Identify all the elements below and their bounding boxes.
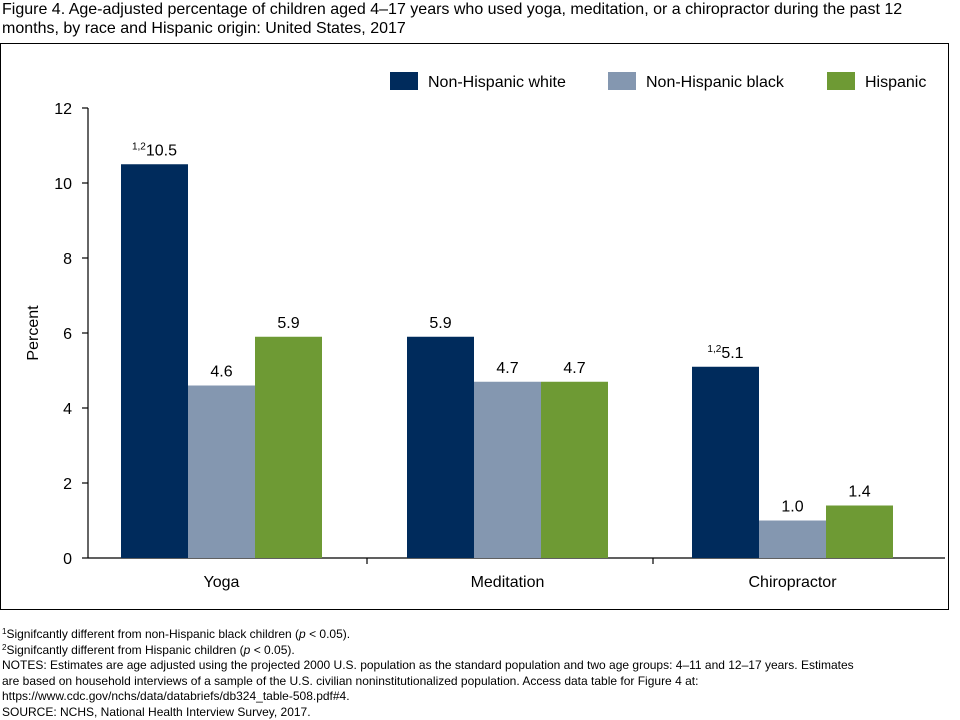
data-label: 4.7	[496, 360, 518, 377]
data-label: 1.0	[781, 499, 803, 516]
notes-line-3: https://www.cdc.gov/nchs/data/databriefs…	[2, 689, 350, 703]
bar	[407, 336, 474, 558]
legend-label: Non-Hispanic white	[428, 74, 566, 91]
data-label: 1,25.1	[707, 344, 743, 362]
data-label: 4.6	[210, 364, 232, 381]
legend-swatch	[827, 72, 855, 90]
data-label: 1.4	[848, 484, 870, 501]
bar	[255, 336, 322, 558]
y-tick-label: 0	[63, 551, 72, 568]
notes-line-1: NOTES: Estimates are age adjusted using …	[2, 658, 854, 672]
footnotes: 1Signifcantly different from non-Hispani…	[2, 627, 952, 720]
y-tick-label: 2	[63, 476, 72, 493]
y-tick-label: 12	[54, 101, 72, 118]
y-tick-label: 10	[54, 176, 72, 193]
footnote-2: 2Signifcantly different from Hispanic ch…	[2, 642, 295, 657]
legend-label: Hispanic	[865, 74, 926, 91]
chart-title: Figure 4. Age-adjusted percentage of chi…	[2, 1, 903, 37]
notes-line-2: are based on household interviews of a s…	[2, 673, 699, 688]
bar	[692, 366, 759, 558]
legend-swatch	[608, 72, 636, 90]
source-note: SOURCE: NCHS, National Health Interview …	[2, 704, 311, 719]
x-tick-label: Meditation	[471, 574, 545, 591]
y-tick-label: 6	[63, 326, 72, 343]
y-tick-label: 4	[63, 401, 72, 418]
bar	[188, 385, 255, 558]
legend-swatch	[390, 72, 418, 90]
data-label: 5.9	[277, 315, 299, 332]
x-tick-label: Chiropractor	[748, 574, 837, 591]
y-axis-title: Percent	[25, 305, 42, 361]
bar	[474, 381, 541, 558]
bar	[759, 520, 826, 558]
data-label: 5.9	[429, 315, 451, 332]
data-label: 4.7	[563, 360, 585, 377]
footnote-1: 1Signifcantly different from non-Hispani…	[2, 627, 351, 641]
x-tick-label: Yoga	[204, 574, 240, 591]
bar	[541, 381, 608, 558]
bar	[826, 505, 893, 558]
chart-frame	[0, 43, 949, 610]
bar	[121, 164, 188, 558]
y-tick-label: 8	[63, 251, 72, 268]
legend-label: Non-Hispanic black	[646, 74, 785, 91]
data-label: 1,210.5	[132, 141, 177, 159]
